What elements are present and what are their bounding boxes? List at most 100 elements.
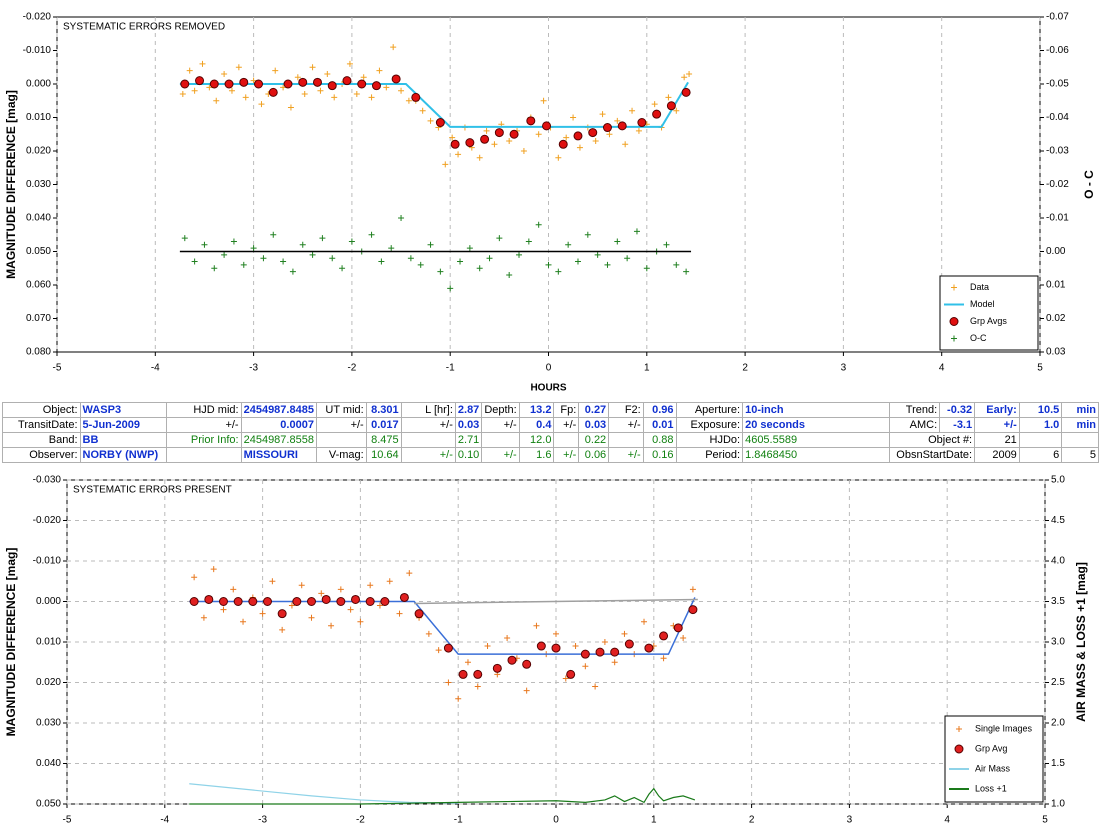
point [570, 114, 577, 121]
point [318, 590, 325, 597]
point [213, 97, 220, 104]
y-axis-label: MAGNITUDE DIFFERENCE [mag] [4, 548, 18, 737]
point [484, 643, 491, 650]
cell: Fp: [553, 402, 580, 418]
chart-title: SYSTEMATIC ERRORS REMOVED [63, 22, 225, 33]
legend-label: Model [970, 299, 995, 309]
point [240, 618, 247, 625]
row: Band: BB Prior Info: 2454987.8558 8.475 2.71 1… [2, 432, 1099, 448]
cell: 13.2 [518, 402, 555, 418]
y-tick-label: -0.06 [1046, 45, 1069, 56]
point [562, 675, 569, 682]
point [272, 67, 279, 74]
point [455, 695, 462, 702]
point [360, 74, 367, 81]
point [308, 614, 315, 621]
x-tick-label: -1 [454, 815, 463, 826]
point [665, 94, 672, 101]
y-tick-label: 0.03 [1046, 347, 1066, 358]
point [288, 602, 295, 609]
cell: 12.0 [518, 432, 555, 448]
y2-axis-label: AIR MASS & LOSS +1 [mag] [1074, 562, 1088, 722]
legend [944, 715, 1044, 803]
point [601, 639, 608, 645]
point [298, 77, 308, 87]
point [342, 76, 352, 86]
point [553, 630, 559, 637]
point [398, 215, 405, 221]
cell: ObsnStartDate: [889, 447, 976, 463]
point [209, 79, 219, 89]
cell [166, 447, 242, 463]
cell: Aperture: [675, 402, 744, 418]
point [473, 669, 483, 679]
cell: 5-Jun-2009 [79, 417, 168, 433]
info-table: Object: WASP3 HJD mid: 2454987.8485 UT mid: 8… [2, 402, 1099, 463]
y-tick-label: 3.5 [1051, 596, 1065, 607]
y-tick-label: 0.040 [26, 213, 51, 224]
point [686, 70, 693, 77]
y-tick-label: 0.01 [1046, 280, 1066, 291]
point [644, 643, 654, 653]
point [228, 87, 235, 94]
point [312, 77, 322, 87]
point [540, 97, 547, 104]
cell: L [hr]: [400, 402, 456, 418]
point [289, 268, 296, 275]
point [614, 238, 621, 245]
point [535, 131, 542, 138]
cell: 1.0 [1018, 417, 1063, 433]
point [388, 245, 395, 252]
y-tick-label: 0.010 [26, 112, 51, 123]
point [299, 241, 306, 248]
y-tick-label: -0.04 [1046, 112, 1069, 123]
cell: V-mag: [315, 447, 367, 463]
cell: 5 [1061, 447, 1099, 463]
point [348, 238, 355, 245]
x-tick-label: -1 [446, 363, 455, 374]
point [201, 241, 208, 248]
point [399, 592, 409, 602]
y-tick-label: 0.040 [36, 758, 61, 769]
point [566, 669, 576, 679]
point [599, 111, 606, 118]
y-axis-label: MAGNITUDE DIFFERENCE [mag] [4, 90, 18, 279]
point [681, 87, 691, 97]
x-tick-label: 4 [944, 815, 950, 826]
legend [939, 275, 1039, 351]
cell: +/- [553, 447, 580, 463]
cell: Object #: [889, 432, 976, 448]
point [464, 659, 471, 666]
legend-label: Grp Avgs [970, 316, 1007, 326]
point [435, 118, 445, 128]
x-tick-label: 2 [749, 815, 755, 826]
point [383, 84, 390, 91]
cell: 8.475 [365, 432, 402, 448]
cell [1018, 432, 1063, 448]
point [680, 634, 687, 641]
point [239, 77, 249, 87]
point [221, 251, 228, 258]
point [319, 235, 326, 242]
y-tick-label: -0.03 [1046, 146, 1069, 157]
point [336, 597, 346, 606]
point [376, 602, 383, 609]
point [337, 586, 344, 593]
point [542, 121, 552, 131]
point [371, 81, 381, 91]
point [210, 566, 217, 573]
cell: Observer: [2, 447, 81, 463]
point [307, 597, 316, 606]
point [536, 641, 546, 651]
y-tick-label: 4.0 [1051, 556, 1065, 567]
cell: AMC: [889, 417, 941, 433]
cell: Period: [675, 447, 744, 463]
x-tick-label: -3 [249, 363, 258, 374]
point [641, 618, 648, 625]
x-tick-label: 1 [651, 815, 657, 826]
legend-label: O-C [970, 333, 987, 343]
point [496, 235, 503, 242]
point [329, 255, 336, 262]
cell [608, 432, 644, 448]
line [414, 598, 698, 605]
